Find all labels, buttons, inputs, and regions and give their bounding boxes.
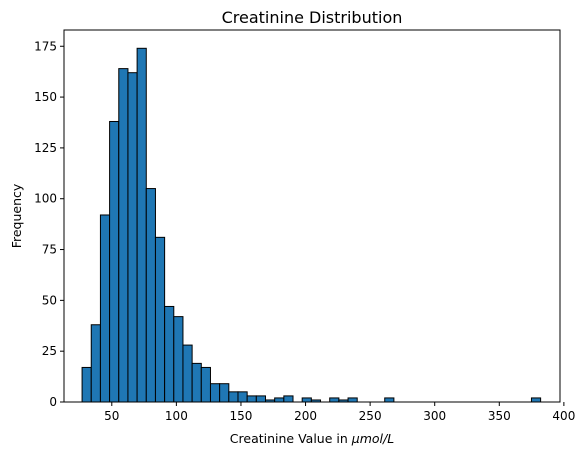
x-tick-label: 50 <box>104 409 119 423</box>
histogram-bar <box>127 72 138 403</box>
histogram-bar <box>99 214 111 403</box>
x-axis-ticks: 50 100 150 200 250 300 350 400 <box>104 402 575 423</box>
y-tick-label: 50 <box>42 293 57 307</box>
histogram-bar <box>173 316 184 403</box>
histogram-bar <box>255 395 266 403</box>
x-tick-label: 350 <box>488 409 511 423</box>
histogram-bar <box>301 397 312 403</box>
histogram-bar <box>209 383 221 403</box>
x-axis-label: Creatinine Value in μmol/L <box>230 431 394 446</box>
histogram-bar <box>154 236 166 403</box>
histogram-bar <box>347 397 358 403</box>
y-axis-ticks: 0 25 50 75 100 125 150 175 <box>34 39 64 409</box>
x-tick-label: 250 <box>359 409 382 423</box>
histogram-bar <box>237 391 248 403</box>
histogram-bar <box>283 395 294 403</box>
y-tick-label: 75 <box>42 243 57 257</box>
histogram-bar <box>90 324 101 403</box>
histogram-bar <box>274 397 285 403</box>
y-tick-label: 175 <box>34 39 57 53</box>
x-tick-label: 300 <box>423 409 446 423</box>
y-axis-label: Frequency <box>9 183 24 248</box>
histogram-bar <box>246 395 257 403</box>
y-tick-label: 150 <box>34 90 57 104</box>
x-tick-label: 150 <box>230 409 253 423</box>
histogram-bar <box>530 397 542 403</box>
x-tick-label: 400 <box>552 409 575 423</box>
y-tick-label: 25 <box>42 344 57 358</box>
chart-title: Creatinine Distribution <box>222 8 403 27</box>
plot-frame <box>63 29 561 403</box>
x-tick-label: 100 <box>165 409 188 423</box>
histogram-bar <box>384 397 395 403</box>
histogram-bar <box>164 305 175 403</box>
y-tick-label: 100 <box>34 192 57 206</box>
histogram-bar <box>182 344 193 403</box>
histogram-bar <box>200 366 211 403</box>
histogram-bar <box>118 68 129 403</box>
histogram-bar <box>109 120 120 403</box>
histogram-bar <box>219 383 230 403</box>
x-tick-label: 200 <box>294 409 317 423</box>
histogram-bar <box>191 362 202 403</box>
histogram-bar <box>136 47 147 403</box>
histogram-bar <box>228 391 239 403</box>
histogram-bar <box>145 188 156 403</box>
bars-group <box>81 47 542 403</box>
histogram-bar <box>329 397 340 403</box>
y-tick-label: 0 <box>49 395 57 409</box>
histogram-bar <box>81 366 92 403</box>
y-tick-label: 125 <box>34 141 57 155</box>
